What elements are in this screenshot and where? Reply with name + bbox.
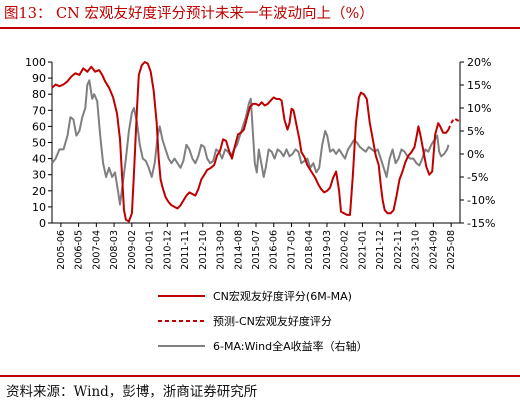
x-tick-label: 2017-05 (286, 230, 297, 270)
y-left-tick-label: 40 (32, 153, 46, 166)
legend-label: CN宏观友好度评分(6M-MA) (213, 289, 352, 303)
y-right-tick-label: 10% (467, 102, 491, 115)
x-tick-label: 2021-12 (375, 230, 386, 270)
x-tick-label: 2013-09 (216, 230, 227, 270)
legend-label: 6-MA:Wind全A收益率（右轴） (213, 339, 368, 353)
y-left-tick-label: 0 (39, 217, 46, 230)
y-left-tick-label: 80 (32, 88, 46, 101)
x-tick-label: 2008-03 (109, 230, 120, 270)
x-tick-label: 2010-01 (145, 230, 156, 270)
x-tick-label: 2015-07 (251, 230, 262, 270)
y-left-tick-label: 100 (25, 56, 46, 69)
title-rule (0, 27, 520, 29)
series-line-0 (51, 61, 450, 223)
y-left-tick-label: 50 (32, 137, 46, 150)
y-left-tick-label: 30 (32, 169, 46, 182)
y-right-tick-label: 0% (467, 148, 484, 161)
y-left-tick-label: 60 (32, 120, 46, 133)
x-tick-label: 2012-10 (198, 230, 209, 270)
y-right-tick-label: -5% (467, 171, 488, 184)
x-tick-label: 2014-08 (233, 230, 244, 270)
x-tick-label: 2024-09 (428, 230, 439, 270)
y-left-tick-label: 10 (32, 201, 46, 214)
legend-label: 预测-CN宏观友好度评分 (213, 314, 332, 328)
y-left-tick-label: 90 (32, 72, 46, 85)
y-right-tick-label: -15% (467, 217, 495, 230)
chart-series (51, 61, 461, 223)
x-tick-label: 2011-11 (180, 230, 191, 270)
x-tick-label: 2022-11 (393, 230, 404, 270)
x-tick-label: 2019-03 (322, 230, 333, 270)
x-tick-label: 2025-08 (446, 230, 457, 270)
y-right-tick-label: 15% (467, 79, 491, 92)
y-right-tick-label: -10% (467, 194, 495, 207)
series-line-1 (447, 117, 461, 130)
x-tick-label: 2006-05 (74, 230, 85, 270)
x-tick-label: 2018-04 (304, 230, 315, 270)
chart-legend: CN宏观友好度评分(6M-MA) 预测-CN宏观友好度评分 6-MA:Wind全A收… (158, 289, 368, 353)
x-tick-label: 2010-12 (162, 230, 173, 270)
x-tick-label: 2007-04 (91, 230, 102, 270)
x-tick-label: 2021-01 (357, 230, 368, 270)
chart-axes: 0 10 20 30 40 50 60 70 80 90 100 -15% -10% -5% 0% 5% 10%… (25, 56, 495, 270)
y-right-tick-label: 5% (467, 125, 484, 138)
figure-title: 图13： CN 宏观友好度评分预计未来一年波动向上（%） (4, 6, 374, 22)
x-tick-label: 2020-02 (340, 230, 351, 270)
source-note: 资料来源：Wind，彭博，浙商证券研究所 (6, 384, 258, 400)
source-rule (0, 375, 520, 377)
series-line-2 (51, 79, 450, 206)
x-tick-label: 2009-02 (127, 230, 138, 270)
y-left-tick-label: 20 (32, 185, 46, 198)
x-tick-label: 2016-06 (269, 230, 280, 270)
y-left-tick-label: 70 (32, 104, 46, 117)
x-tick-label: 2023-10 (411, 230, 422, 270)
y-right-tick-label: 20% (467, 56, 491, 69)
x-tick-label: 2005-06 (56, 230, 67, 270)
